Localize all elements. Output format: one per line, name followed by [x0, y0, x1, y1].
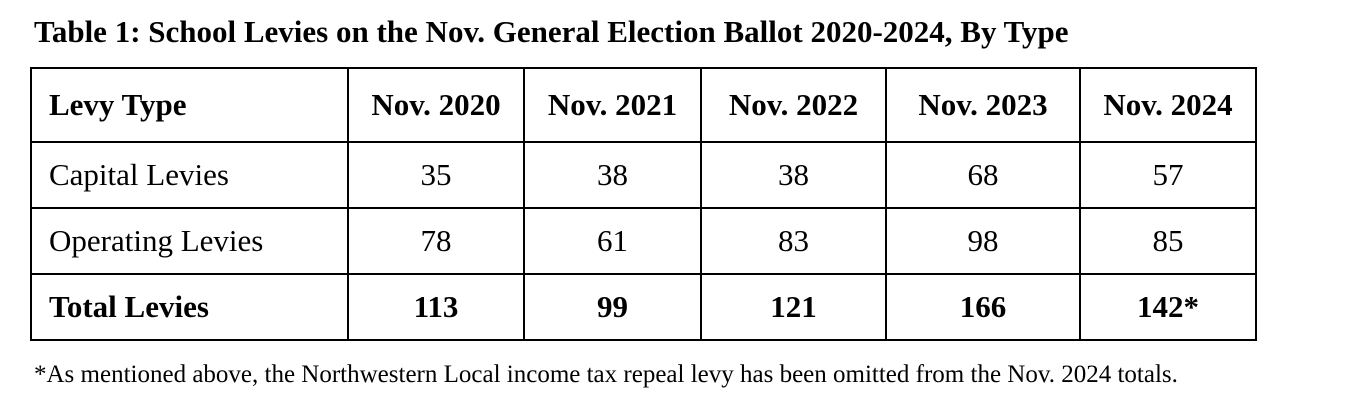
- table-cell: 78: [347, 207, 525, 275]
- table-cell: 35: [347, 141, 525, 209]
- table-cell: 38: [523, 141, 702, 209]
- table-cell: 57: [1079, 141, 1257, 209]
- column-header: Nov. 2022: [700, 67, 887, 143]
- column-header: Nov. 2021: [523, 67, 702, 143]
- table-cell: 38: [700, 141, 887, 209]
- row-label: Total Levies: [30, 273, 349, 341]
- row-label: Capital Levies: [30, 141, 349, 209]
- column-header: Nov. 2023: [885, 67, 1081, 143]
- total-cell: 166: [885, 273, 1081, 341]
- table-title: Table 1: School Levies on the Nov. Gener…: [34, 14, 1069, 49]
- column-header: Levy Type: [30, 67, 349, 143]
- total-cell: 121: [700, 273, 887, 341]
- levies-table: Levy Type Nov. 2020 Nov. 2021 Nov. 2022 …: [30, 67, 1257, 341]
- table-cell: 85: [1079, 207, 1257, 275]
- table-cell: 61: [523, 207, 702, 275]
- table-row: Capital Levies 35 38 38 68 57: [30, 141, 1257, 209]
- total-cell: 142*: [1079, 273, 1257, 341]
- column-header: Nov. 2024: [1079, 67, 1257, 143]
- row-label: Operating Levies: [30, 207, 349, 275]
- total-cell: 113: [347, 273, 525, 341]
- table-cell: 98: [885, 207, 1081, 275]
- table-row: Operating Levies 78 61 83 98 85: [30, 207, 1257, 275]
- table-cell: 68: [885, 141, 1081, 209]
- footnote: *As mentioned above, the Northwestern Lo…: [34, 361, 1178, 388]
- table-cell: 83: [700, 207, 887, 275]
- column-header: Nov. 2020: [347, 67, 525, 143]
- table-header-row: Levy Type Nov. 2020 Nov. 2021 Nov. 2022 …: [30, 67, 1257, 143]
- total-row: Total Levies 113 99 121 166 142*: [30, 273, 1257, 341]
- total-cell: 99: [523, 273, 702, 341]
